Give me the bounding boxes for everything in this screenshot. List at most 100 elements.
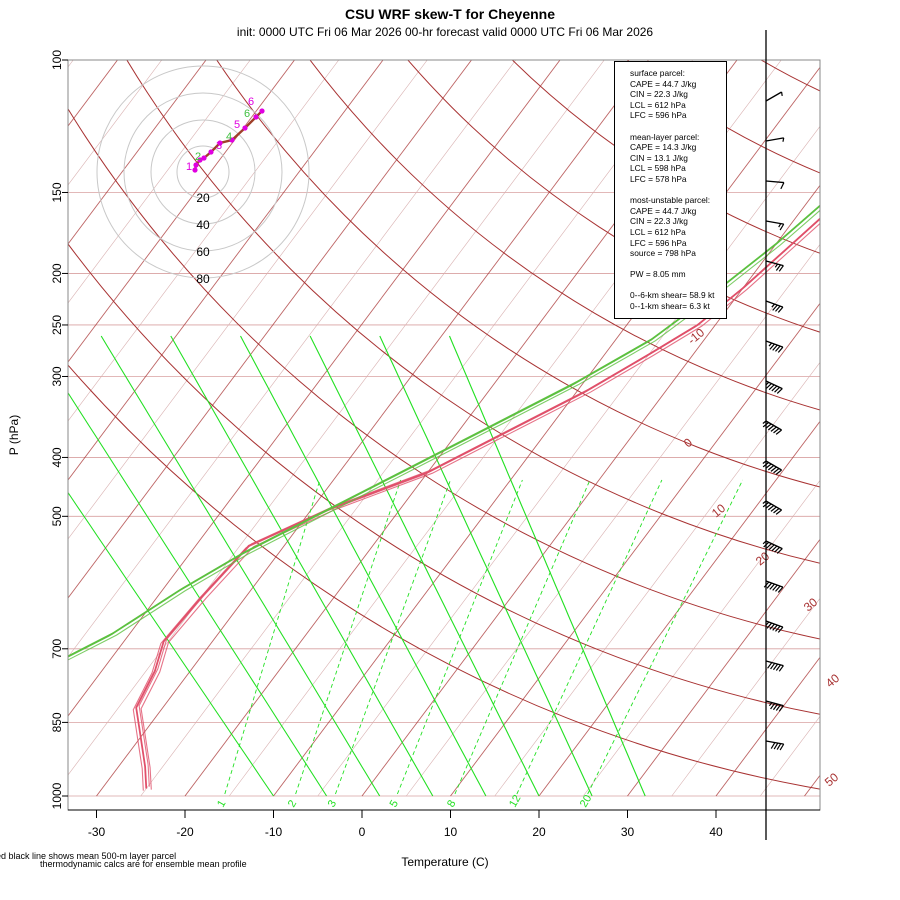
wind-barb-half-flag bbox=[771, 303, 775, 308]
temperature-tick-label: 20 bbox=[532, 825, 546, 839]
wind-barb-flag bbox=[777, 626, 784, 633]
temperature-tick-label: -20 bbox=[176, 825, 194, 839]
wind-barb-flag bbox=[763, 541, 770, 548]
pressure-tick-label: 850 bbox=[50, 712, 64, 732]
mixing-ratio-label: 3 bbox=[326, 798, 339, 809]
wind-barb-flag bbox=[770, 426, 777, 432]
isotherm-label: 10 bbox=[709, 501, 728, 521]
moist-adiabat bbox=[448, 335, 646, 797]
mean-parcel-line bbox=[868, 60, 900, 185]
mixed-cin: CIN = 13.1 J/kg bbox=[630, 152, 688, 163]
y-axis-title: P (hPa) bbox=[7, 414, 21, 456]
hodograph-height-label: 5 bbox=[234, 119, 240, 131]
moist-adiabat bbox=[170, 335, 434, 797]
isotherm-minor-line bbox=[68, 60, 428, 540]
parcel-note: ed black line shows mean 500-m layer par… bbox=[0, 851, 177, 861]
isotherm-minor-line bbox=[583, 479, 820, 797]
wind-barb-flag bbox=[773, 742, 779, 750]
isotherm-label: 50 bbox=[822, 770, 841, 790]
pressure-tick-label: 700 bbox=[50, 638, 64, 658]
mixing-ratio-label: 5 bbox=[388, 798, 401, 809]
wind-barb-flag bbox=[776, 388, 783, 394]
wind-barb-flag bbox=[767, 662, 773, 669]
hodograph-point bbox=[253, 114, 259, 120]
wind-barb-flag bbox=[770, 662, 776, 670]
isotherm-line bbox=[68, 60, 472, 599]
wind-barb-flag bbox=[771, 545, 778, 552]
wind-barb-flag bbox=[770, 506, 777, 512]
isotherm-label: -10 bbox=[685, 325, 708, 347]
wind-barb-flag bbox=[778, 265, 784, 272]
mixing-ratio-label: 2 bbox=[286, 798, 299, 809]
isotherm-label: 40 bbox=[823, 671, 842, 691]
surface-cape: CAPE = 44.7 J/kg bbox=[630, 78, 697, 89]
isotherm-line bbox=[715, 656, 820, 797]
wind-barb-half-flag bbox=[762, 460, 767, 464]
surface-cin: CIN = 22.3 J/kg bbox=[630, 89, 688, 100]
wind-barb-staff bbox=[765, 300, 784, 308]
wind-barb-flag bbox=[765, 383, 772, 389]
hodograph-ring-label: 40 bbox=[196, 218, 210, 232]
mixed-lcl: LCL = 598 hPa bbox=[630, 163, 686, 174]
wind-barb-flag bbox=[778, 665, 784, 672]
wind-barb-flag bbox=[780, 182, 785, 190]
wind-barb-half-flag bbox=[768, 342, 773, 347]
isotherm-line bbox=[273, 66, 820, 797]
hodograph-ring-label: 60 bbox=[196, 245, 210, 259]
hodograph-height-label: 2 bbox=[195, 151, 201, 163]
temperature-tick-label: 40 bbox=[709, 825, 723, 839]
x-axis-title: Temperature (C) bbox=[401, 855, 489, 869]
temperature-tick-label: 30 bbox=[621, 825, 635, 839]
hodograph-trace bbox=[193, 110, 263, 171]
wind-barb-flag bbox=[767, 465, 775, 471]
hodograph-ring bbox=[96, 65, 310, 279]
wind-barb-flag bbox=[770, 742, 776, 749]
pressure-tick-label: 100 bbox=[50, 50, 64, 70]
wind-barb-half-flag bbox=[762, 420, 767, 424]
wind-barb-flag bbox=[777, 346, 784, 353]
wind-barb-flag bbox=[775, 704, 781, 711]
wind-barb-flag bbox=[772, 663, 779, 671]
shear-0-6km: 0--6-km shear= 58.9 kt bbox=[630, 290, 715, 301]
mixed-lfc: LFC = 578 hPa bbox=[630, 173, 687, 184]
wind-barb-flag bbox=[762, 462, 769, 468]
hodograph-point bbox=[208, 149, 214, 155]
moist-adiabat bbox=[240, 335, 487, 797]
wind-barb-staff bbox=[765, 137, 784, 142]
isotherm-minor-line bbox=[317, 125, 820, 797]
dewpoint-profile-line bbox=[68, 209, 820, 661]
isotherm-line bbox=[68, 60, 384, 481]
wind-barb-staff bbox=[765, 340, 784, 348]
isotherm-line bbox=[804, 774, 820, 797]
hodograph-height-label: 1 bbox=[186, 161, 192, 173]
pressure-tick-label: 300 bbox=[50, 366, 64, 386]
wind-barb-flag bbox=[775, 509, 782, 515]
dewpoint-profile-line bbox=[68, 204, 820, 658]
wind-barb-flag bbox=[772, 584, 778, 591]
wind-barb-flag bbox=[779, 743, 785, 751]
wind-barb-half-flag bbox=[780, 91, 783, 97]
wind-barb-flag bbox=[778, 705, 784, 712]
mu-cin: CIN = 22.3 J/kg bbox=[630, 216, 688, 227]
surface-header: surface parcel: bbox=[630, 68, 685, 78]
isotherm-minor-line bbox=[140, 60, 693, 797]
wind-barb-flag bbox=[767, 425, 775, 431]
isotherm-label: 30 bbox=[801, 595, 820, 615]
wind-barb-flag bbox=[766, 582, 773, 589]
moist-adiabat bbox=[379, 335, 593, 797]
wind-barb-half-flag bbox=[762, 540, 767, 545]
isotherm-line bbox=[450, 302, 820, 797]
pressure-tick-label: 150 bbox=[50, 182, 64, 202]
mixing-ratio-line bbox=[224, 479, 321, 795]
hodograph-height-label: 6 bbox=[248, 96, 254, 108]
hodograph-height-label: 6 bbox=[244, 108, 250, 120]
pressure-tick-label: 200 bbox=[50, 263, 64, 283]
isotherm-minor-line bbox=[849, 60, 900, 796]
hodograph-ring bbox=[176, 145, 230, 199]
wind-barb-flag bbox=[768, 544, 775, 551]
moist-adiabat bbox=[100, 335, 381, 797]
wind-barb-half-flag bbox=[762, 500, 767, 504]
